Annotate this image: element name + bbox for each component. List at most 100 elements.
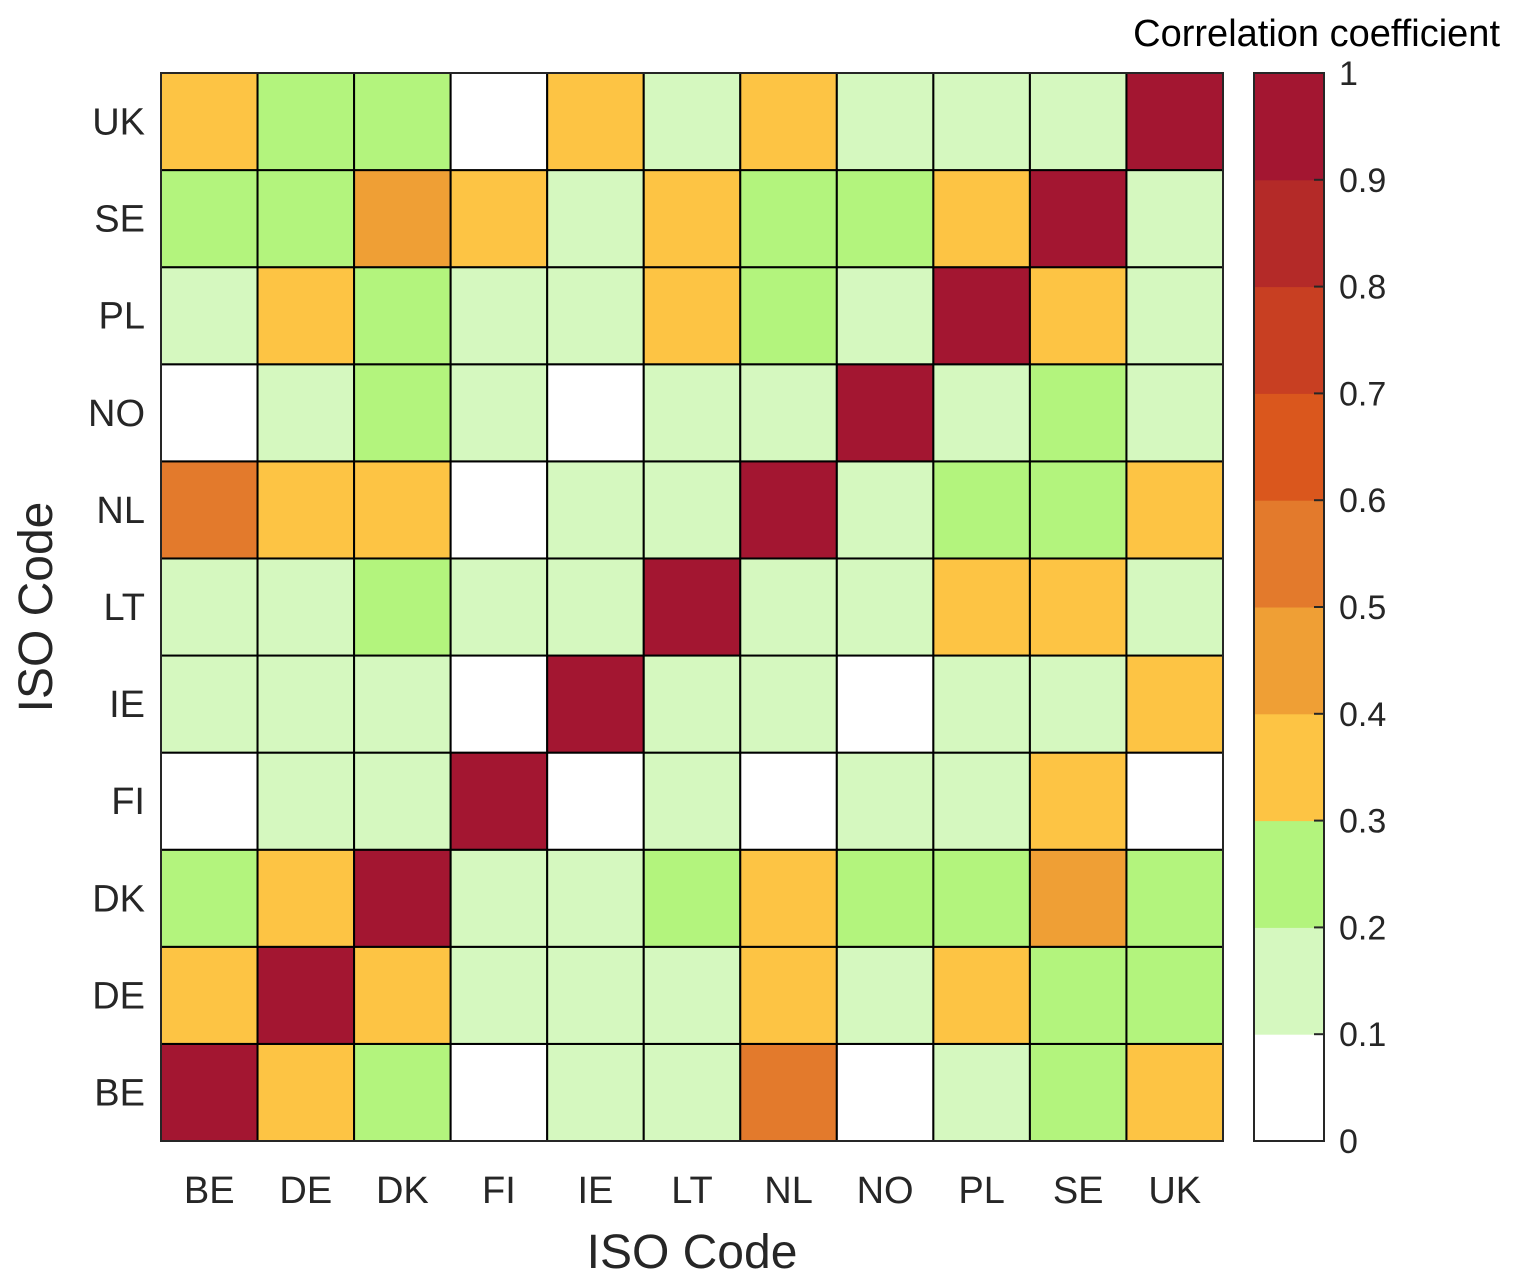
heatmap-cell (642, 1042, 742, 1142)
heatmap-cell (160, 72, 259, 172)
colorbar-tick-label: 0.6 (1339, 482, 1386, 520)
y-tick-label: LT (103, 587, 145, 629)
heatmap-cell (1125, 363, 1225, 463)
heatmap-cell (546, 557, 645, 657)
heatmap-cell (932, 460, 1031, 560)
heatmap-cell (642, 945, 742, 1045)
heatmap-cell (256, 848, 356, 948)
x-tick-label: PL (958, 1170, 1004, 1212)
colorbar-segment (1254, 713, 1324, 822)
heatmap-cell (160, 266, 259, 366)
heatmap-cell (1028, 751, 1128, 851)
heatmap-cell (1125, 848, 1225, 948)
heatmap-cell (1125, 1042, 1225, 1142)
heatmap-cell (1125, 945, 1225, 1045)
heatmap-cell (256, 363, 356, 463)
heatmap-cell (1028, 363, 1128, 463)
colorbar-tick-label: 0.5 (1339, 589, 1386, 627)
heatmap-cell (835, 266, 935, 366)
heatmap-cell (160, 557, 259, 657)
heatmap-cell (449, 363, 549, 463)
colorbar-segment (1254, 820, 1324, 928)
colorbar-segment (1254, 286, 1324, 394)
heatmap-cell (160, 751, 259, 851)
colorbar-segment (1254, 927, 1324, 1035)
x-tick-label: FI (482, 1170, 516, 1212)
heatmap-cell (353, 363, 452, 463)
heatmap-cell (353, 557, 452, 657)
heatmap-cell (353, 945, 452, 1045)
heatmap-cell (1028, 460, 1128, 560)
heatmap-cell (739, 460, 838, 560)
heatmap-cell (835, 848, 935, 948)
heatmap-cell (642, 557, 742, 657)
colorbar-segment (1254, 73, 1324, 181)
heatmap-cell (932, 557, 1031, 657)
x-tick-label: IE (578, 1170, 614, 1212)
heatmap-cell (546, 460, 645, 560)
heatmap-cell (256, 1042, 356, 1142)
heatmap-cell (449, 848, 549, 948)
y-tick-label: BE (94, 1072, 145, 1114)
heatmap-cell (1028, 169, 1128, 269)
y-tick-label: PL (99, 296, 145, 338)
colorbar-tick-label: 0.8 (1339, 269, 1386, 307)
heatmap-cell (256, 557, 356, 657)
colorbar-segment (1254, 607, 1324, 715)
heatmap-cell (1028, 72, 1128, 172)
colorbar-tick-label: 0.9 (1339, 162, 1386, 200)
colorbar-tick-label: 0.7 (1339, 375, 1386, 413)
heatmap-cell (160, 654, 259, 754)
heatmap-cell (1028, 266, 1128, 366)
y-tick-label: FI (111, 781, 145, 823)
colorbar-segment (1254, 179, 1324, 288)
x-tick-label: DK (376, 1170, 429, 1212)
heatmap-cell (932, 848, 1031, 948)
x-tick-labels: BE DE DK FI IE LT NL NO PL SE UK (184, 1170, 1201, 1212)
heatmap-cell (546, 1042, 645, 1142)
heatmap-cell (739, 557, 838, 657)
heatmap-cell (932, 945, 1031, 1045)
heatmap-cell (449, 460, 549, 560)
heatmap-cell (932, 363, 1031, 463)
colorbar-tick-label: 0.1 (1339, 1016, 1386, 1054)
heatmap-cell (835, 460, 935, 560)
heatmap-cell (642, 460, 742, 560)
heatmap-cell (932, 1042, 1031, 1142)
colorbar-tick-label: 1 (1339, 55, 1358, 93)
heatmap-cell (449, 169, 549, 269)
colorbar-segment (1254, 500, 1324, 608)
heatmap-cell (642, 848, 742, 948)
y-axis-title: ISO Code (10, 502, 63, 713)
x-axis-title: ISO Code (587, 1226, 798, 1279)
heatmap-cell (642, 266, 742, 366)
heatmap-cell (1028, 557, 1128, 657)
heatmap-cell (739, 945, 838, 1045)
heatmap-cell (739, 72, 838, 172)
colorbar-segment (1254, 393, 1324, 501)
heatmap-cell (449, 72, 549, 172)
heatmap-cell (546, 848, 645, 948)
heatmap-cell (1125, 751, 1225, 851)
heatmap-cell (835, 72, 935, 172)
y-tick-labels: BE DE DK FI IE LT NL NO PL SE UK (88, 102, 145, 1115)
heatmap-cell (546, 945, 645, 1045)
y-tick-label: DE (92, 975, 145, 1017)
heatmap-cell (160, 848, 259, 948)
heatmap-cell (449, 751, 549, 851)
heatmap-cell (546, 72, 645, 172)
heatmap-cell (932, 72, 1031, 172)
y-tick-label: DK (92, 878, 145, 920)
heatmap-cell (546, 751, 645, 851)
heatmap-cell (160, 1042, 259, 1142)
heatmap-cell (256, 72, 356, 172)
heatmap-cell (739, 654, 838, 754)
heatmap-cell (739, 751, 838, 851)
heatmap-cell (835, 363, 935, 463)
x-tick-label: SE (1053, 1170, 1104, 1212)
heatmap-cell (1125, 460, 1225, 560)
heatmap-cell (1125, 266, 1225, 366)
x-tick-label: BE (184, 1170, 235, 1212)
y-tick-label: UK (92, 102, 145, 144)
heatmap-cell (160, 945, 259, 1045)
